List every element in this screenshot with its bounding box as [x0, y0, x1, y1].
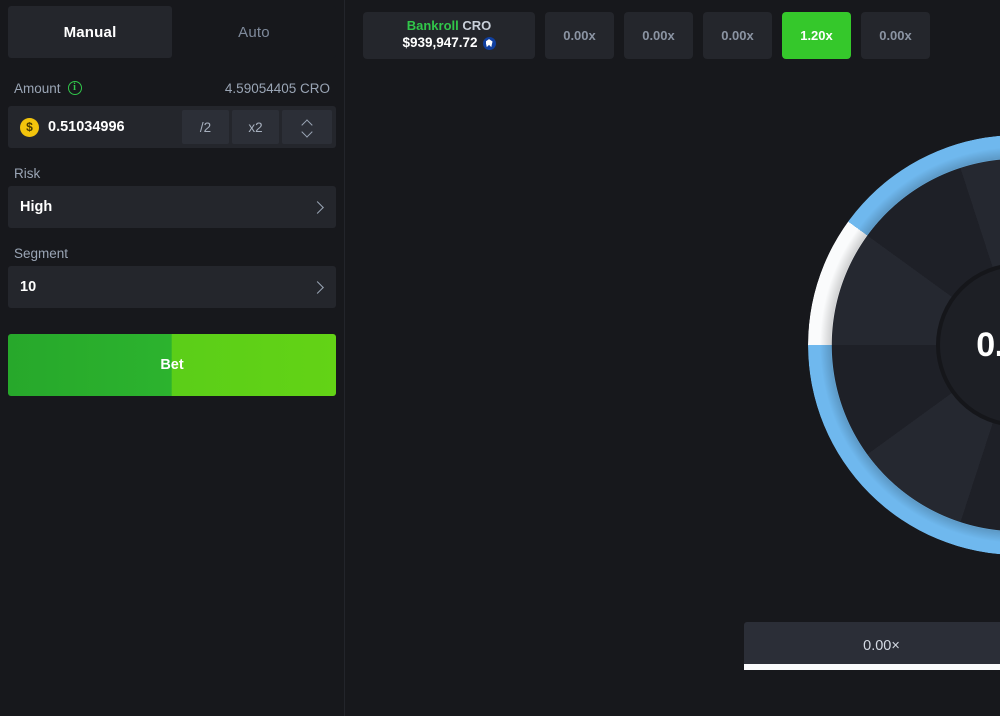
history-pill-3[interactable]: 0.00x — [703, 11, 772, 59]
info-icon[interactable]: i — [67, 81, 82, 95]
amount-label-row: Amount i 4.59054405 CRO — [8, 74, 336, 102]
payout-value-1: 0.00× — [863, 638, 900, 654]
bankroll-label: Bankroll — [406, 18, 459, 34]
mode-tabbar: Manual Auto — [8, 6, 336, 58]
history-pill-2[interactable]: 0.00x — [624, 11, 693, 59]
amount-field: $ 0.51034996 /2 x2 — [8, 106, 336, 148]
topbar: Bankroll CRO $939,947.72 0.00x 0.00x 0.0… — [345, 0, 1000, 62]
amount-double-button[interactable]: x2 — [232, 110, 279, 144]
bet-controls-sidebar: Manual Auto Amount i 4.59054405 CRO $ 0.… — [0, 0, 345, 716]
chevron-right-icon — [313, 203, 322, 212]
wheel[interactable]: 0.00× — [808, 135, 1000, 555]
cro-coin-icon — [482, 36, 496, 50]
segment-select[interactable]: 10 — [8, 266, 336, 308]
history-pill-4[interactable]: 1.20x — [782, 11, 851, 59]
chevron-down-icon[interactable] — [302, 129, 312, 135]
dollar-coin-icon: $ — [20, 117, 39, 137]
bet-button[interactable]: Bet — [8, 334, 336, 396]
segment-label: Segment — [14, 246, 69, 261]
chevron-right-icon — [313, 283, 322, 292]
payout-bar: 0.00× 9.90× — [744, 622, 1000, 670]
bankroll-amount-row: $939,947.72 — [402, 34, 496, 52]
amount-input[interactable]: $ 0.51034996 — [8, 106, 179, 148]
bankroll-card: Bankroll CRO $939,947.72 — [363, 11, 535, 59]
risk-value: High — [20, 199, 53, 215]
bankroll-amount: $939,947.72 — [402, 34, 478, 50]
risk-select[interactable]: High — [8, 186, 336, 228]
bankroll-title: Bankroll CRO — [407, 18, 492, 34]
risk-label: Risk — [14, 166, 41, 181]
history-pill-5[interactable]: 0.00x — [861, 11, 930, 59]
chevron-up-icon[interactable] — [302, 120, 312, 126]
bankroll-currency: CRO — [462, 18, 492, 34]
amount-label: Amount i — [14, 81, 82, 96]
tab-auto[interactable]: Auto — [238, 23, 270, 41]
game-main-area: Bankroll CRO $939,947.72 0.00x 0.00x 0.0… — [345, 0, 1000, 716]
segment-value: 10 — [20, 279, 37, 295]
wheel-multiplier-value: 0.00× — [976, 325, 1000, 364]
amount-stepper[interactable] — [282, 110, 332, 144]
amount-converted-value: 4.59054405 CRO — [224, 80, 330, 96]
tab-manual[interactable]: Manual — [8, 6, 172, 58]
history-pill-1[interactable]: 0.00x — [545, 11, 614, 59]
payout-card-1[interactable]: 0.00× — [744, 622, 1000, 670]
amount-half-button[interactable]: /2 — [182, 110, 229, 144]
amount-input-value: 0.51034996 — [48, 119, 125, 135]
amount-label-text: Amount — [14, 80, 61, 96]
